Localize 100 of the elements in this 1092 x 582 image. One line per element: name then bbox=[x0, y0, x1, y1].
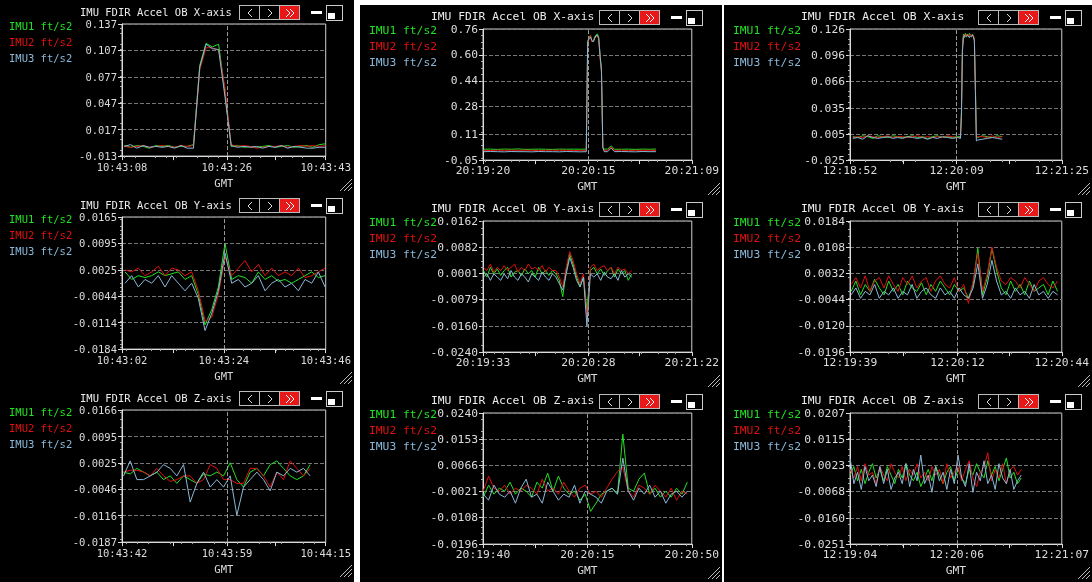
text: IMU1 ft/s2 bbox=[733, 24, 802, 37]
y-tick-label: 0.0032 bbox=[804, 266, 845, 280]
line-series bbox=[482, 257, 633, 327]
y-tick-label: -0.05 bbox=[443, 153, 478, 167]
y-tick-label: -0.0046 bbox=[72, 483, 117, 496]
x-tick-label: 10:44:15 bbox=[300, 546, 351, 559]
y-tick-label: -0.0196 bbox=[797, 345, 846, 359]
y-tick-label: 0.0082 bbox=[437, 240, 478, 254]
x-axis-title: GMT bbox=[577, 372, 598, 385]
y-tick-label: -0.025 bbox=[804, 153, 845, 167]
text: IMU2 ft/s2 bbox=[9, 35, 73, 48]
y-tick-label: 0.0095 bbox=[79, 237, 117, 250]
y-tick-label: 0.137 bbox=[85, 18, 117, 30]
y-tick-label: 0.0066 bbox=[437, 458, 479, 472]
y-tick-label: 0.0115 bbox=[804, 432, 845, 446]
x-axis-title: GMT bbox=[577, 564, 598, 577]
text: IMU3 ft/s2 bbox=[733, 248, 802, 261]
text: IMU2 ft/s2 bbox=[369, 424, 438, 437]
y-tick-label: 0.44 bbox=[450, 74, 479, 88]
line-series bbox=[482, 433, 688, 512]
x-tick-label: 12:21:25 bbox=[1034, 164, 1090, 178]
y-tick-label: 0.0162 bbox=[437, 214, 478, 228]
chart-title: IMU FDIR Accel OB Y-axis bbox=[80, 198, 232, 211]
y-tick-label: -0.0184 bbox=[72, 343, 117, 356]
y-tick-label: 0.066 bbox=[810, 74, 846, 88]
y-tick-label: 0.035 bbox=[810, 101, 845, 115]
x-tick-label: 12:21:07 bbox=[1034, 548, 1090, 562]
x-tick-label: 10:43:08 bbox=[96, 160, 148, 173]
y-tick-label: 0.0153 bbox=[437, 432, 478, 446]
x-tick-label: 10:43:24 bbox=[198, 353, 250, 366]
y-tick-label: 0.0166 bbox=[79, 404, 117, 416]
x-axis-title: GMT bbox=[945, 372, 967, 385]
chart-title: IMU FDIR Accel OB Z-axis bbox=[801, 394, 965, 407]
y-tick-label: -0.0108 bbox=[430, 511, 479, 525]
text: IMU3 ft/s2 bbox=[369, 248, 438, 261]
text: IMU1 ft/s2 bbox=[733, 216, 802, 229]
line-series bbox=[482, 457, 688, 504]
x-axis-title: GMT bbox=[945, 564, 967, 577]
chart-title: IMU FDIR Accel OB Z-axis bbox=[80, 391, 232, 404]
x-tick-label: 12:20:09 bbox=[929, 164, 984, 178]
x-tick-label: 12:20:06 bbox=[929, 548, 985, 562]
text: IMU1 ft/s2 bbox=[9, 19, 73, 32]
line-series bbox=[123, 460, 311, 516]
y-tick-label: -0.0240 bbox=[430, 345, 479, 359]
text: IMU3 ft/s2 bbox=[369, 56, 438, 69]
y-tick-label: 0.0023 bbox=[804, 459, 845, 473]
x-tick-label: 10:43:42 bbox=[96, 546, 148, 559]
chart-title: IMU FDIR Accel OB Y-axis bbox=[801, 202, 965, 215]
x-tick-label: 20:20:15 bbox=[561, 164, 616, 178]
text: IMU2 ft/s2 bbox=[733, 232, 802, 245]
y-tick-label: 0.005 bbox=[810, 127, 845, 141]
text: IMU2 ft/s2 bbox=[9, 228, 73, 241]
text: IMU3 ft/s2 bbox=[369, 440, 438, 453]
x-tick-label: 20:19:33 bbox=[455, 356, 511, 370]
y-tick-label: -0.0021 bbox=[430, 484, 479, 498]
y-tick-label: -0.0160 bbox=[797, 511, 846, 525]
x-tick-label: 10:43:02 bbox=[96, 353, 148, 366]
x-tick-label: 10:43:43 bbox=[300, 160, 351, 173]
text: IMU2 ft/s2 bbox=[733, 424, 802, 437]
x-tick-label: 10:43:59 bbox=[201, 546, 253, 559]
text: IMU2 ft/s2 bbox=[369, 40, 438, 53]
y-tick-label: 0.60 bbox=[450, 48, 479, 62]
x-tick-label: 12:19:04 bbox=[822, 548, 878, 562]
x-axis-title: GMT bbox=[214, 369, 235, 382]
x-tick-label: 20:21:09 bbox=[664, 164, 720, 178]
y-tick-label: 0.0207 bbox=[804, 406, 845, 420]
x-tick-label: 12:20:12 bbox=[930, 356, 985, 370]
chart-title: IMU FDIR Accel OB X-axis bbox=[431, 10, 595, 23]
y-tick-label: 0.0240 bbox=[437, 406, 479, 420]
x-tick-label: 12:18:52 bbox=[822, 164, 878, 178]
y-tick-label: -0.0196 bbox=[430, 537, 479, 551]
text: IMU3 ft/s2 bbox=[9, 437, 73, 450]
y-tick-label: 0.28 bbox=[450, 100, 479, 114]
y-tick-label: -0.013 bbox=[79, 150, 117, 163]
line-series bbox=[124, 256, 326, 322]
y-tick-label: -0.0044 bbox=[797, 293, 846, 307]
y-tick-label: -0.0120 bbox=[797, 319, 846, 333]
y-tick-label: 0.096 bbox=[810, 48, 846, 62]
y-tick-label: -0.0160 bbox=[430, 319, 479, 333]
y-tick-label: 0.047 bbox=[85, 97, 117, 110]
line-series bbox=[124, 243, 326, 326]
text: IMU1 ft/s2 bbox=[369, 216, 438, 229]
text: IMU1 ft/s2 bbox=[9, 212, 73, 225]
text: IMU3 ft/s2 bbox=[733, 440, 802, 453]
chart-title: IMU FDIR Accel OB X-axis bbox=[80, 5, 232, 18]
chart-title: IMU FDIR Accel OB Z-axis bbox=[431, 394, 595, 407]
text: IMU2 ft/s2 bbox=[9, 421, 73, 434]
y-tick-label: 0.0025 bbox=[79, 456, 117, 469]
x-tick-label: 20:21:22 bbox=[664, 356, 720, 370]
y-tick-label: -0.0068 bbox=[797, 485, 846, 499]
x-tick-label: 12:20:44 bbox=[1034, 356, 1090, 370]
text: IMU2 ft/s2 bbox=[733, 40, 802, 53]
x-axis-title: GMT bbox=[577, 180, 598, 193]
text: IMU1 ft/s2 bbox=[369, 408, 438, 421]
y-tick-label: 0.76 bbox=[450, 22, 479, 36]
x-tick-label: 20:19:40 bbox=[455, 548, 511, 562]
y-tick-label: 0.077 bbox=[85, 70, 117, 83]
y-tick-label: 0.0025 bbox=[79, 263, 117, 276]
y-tick-label: -0.0187 bbox=[72, 536, 117, 549]
x-tick-label: 20:20:50 bbox=[664, 548, 720, 562]
